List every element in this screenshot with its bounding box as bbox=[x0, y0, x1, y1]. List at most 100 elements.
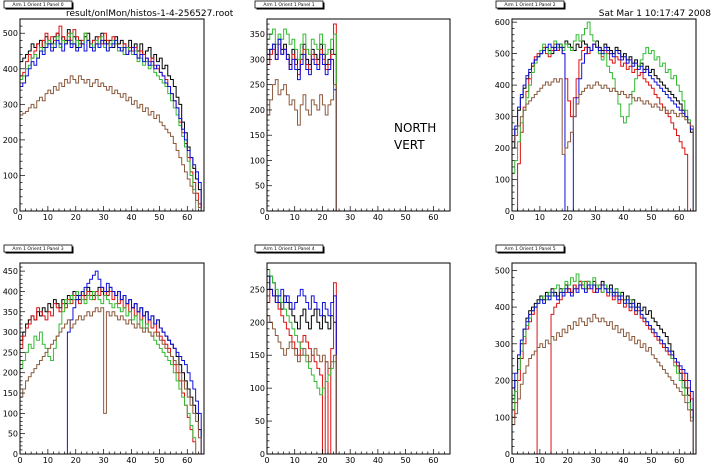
x-tick-label: 60 bbox=[428, 456, 438, 464]
histogram-series-black bbox=[511, 40, 696, 212]
panel-title: Arm 1 Orient 1 Panel 3 bbox=[12, 246, 63, 252]
x-tick-label: 60 bbox=[182, 456, 192, 464]
histogram-series-brown bbox=[511, 78, 696, 212]
x-tick-label: 10 bbox=[535, 456, 545, 464]
histogram-series-blue bbox=[266, 38, 340, 212]
y-tick-label: 300 bbox=[250, 55, 265, 64]
panel-title: Arm 1 Orient 1 Panel 0 bbox=[12, 2, 63, 8]
y-tick-label: 400 bbox=[495, 303, 510, 312]
histogram-series-brown bbox=[511, 313, 696, 455]
x-tick-label: 40 bbox=[618, 456, 628, 464]
y-tick-label: 350 bbox=[3, 308, 18, 317]
timestamp-label: Sat Mar 1 10:17:47 2008 bbox=[598, 9, 711, 19]
x-tick-label: 10 bbox=[290, 456, 300, 464]
x-tick-label: 20 bbox=[563, 456, 573, 464]
x-tick-label: 30 bbox=[591, 456, 601, 464]
y-tick-label: 300 bbox=[495, 113, 510, 122]
y-tick-label: 0 bbox=[260, 207, 265, 216]
histogram-panel-1: Arm 1 Orient 1 Panel 1 0 10 20 30 40 50 60 0 50 10… bbox=[250, 0, 451, 222]
histogram-panel-5: Arm 1 Orient 1 Panel 5 0 10 20 30 40 50 60 0 100 2… bbox=[495, 244, 697, 464]
histogram-series-green bbox=[19, 32, 204, 212]
x-tick-label: 20 bbox=[71, 213, 81, 222]
x-tick-label: 50 bbox=[154, 456, 164, 464]
histogram-series-black bbox=[511, 280, 696, 455]
y-tick-label: 500 bbox=[495, 50, 510, 59]
histogram-series-black bbox=[19, 29, 204, 212]
x-tick-label: 20 bbox=[317, 213, 327, 222]
y-tick-label: 250 bbox=[3, 348, 18, 357]
x-tick-label: 50 bbox=[646, 213, 656, 222]
histogram-series-blue bbox=[511, 284, 696, 455]
y-tick-label: 100 bbox=[250, 384, 265, 393]
y-tick-label: 200 bbox=[250, 106, 265, 115]
x-tick-label: 30 bbox=[345, 213, 355, 222]
y-tick-label: 400 bbox=[495, 81, 510, 90]
x-tick-label: 60 bbox=[674, 213, 684, 222]
histogram-series-blue bbox=[19, 39, 204, 212]
y-tick-label: 400 bbox=[3, 287, 18, 296]
annotation-north: NORTH bbox=[394, 121, 437, 135]
y-tick-label: 100 bbox=[250, 156, 265, 165]
y-tick-label: 500 bbox=[3, 29, 18, 38]
x-tick-label: 10 bbox=[290, 213, 300, 222]
histogram-series-green bbox=[19, 290, 204, 455]
plot-frame bbox=[19, 262, 205, 455]
histogram-series-brown bbox=[19, 75, 204, 212]
x-tick-label: 0 bbox=[264, 456, 269, 464]
y-tick-label: 150 bbox=[250, 131, 265, 140]
y-tick-label: 100 bbox=[3, 171, 18, 180]
y-tick-label: 100 bbox=[495, 413, 510, 422]
y-tick-label: 300 bbox=[3, 328, 18, 337]
x-tick-label: 40 bbox=[373, 213, 383, 222]
x-tick-label: 40 bbox=[373, 456, 383, 464]
histogram-series-blue bbox=[20, 270, 204, 455]
panel-title-box bbox=[3, 0, 73, 9]
x-tick-label: 30 bbox=[99, 213, 109, 222]
x-tick-label: 60 bbox=[674, 456, 684, 464]
panel-title-box bbox=[254, 244, 324, 253]
histogram-series-green bbox=[266, 28, 340, 212]
x-tick-label: 30 bbox=[99, 456, 109, 464]
y-tick-label: 250 bbox=[250, 285, 265, 294]
file-path-label: result/onlMon/histos-1-4-256527.root bbox=[66, 9, 234, 19]
y-tick-label: 0 bbox=[13, 207, 18, 216]
x-tick-label: 50 bbox=[154, 213, 164, 222]
x-tick-label: 30 bbox=[591, 213, 601, 222]
y-tick-label: 0 bbox=[13, 450, 18, 459]
panel-title-box bbox=[495, 0, 565, 9]
x-tick-label: 60 bbox=[182, 213, 192, 222]
x-tick-label: 60 bbox=[428, 213, 438, 222]
y-tick-label: 0 bbox=[505, 207, 510, 216]
histogram-series-brown bbox=[266, 315, 340, 455]
x-tick-label: 10 bbox=[535, 213, 545, 222]
x-tick-label: 20 bbox=[71, 456, 81, 464]
panel-title: Arm 1 Orient 1 Panel 4 bbox=[263, 246, 314, 252]
y-tick-label: 350 bbox=[250, 30, 265, 39]
y-tick-label: 450 bbox=[3, 267, 18, 276]
y-tick-label: 200 bbox=[3, 369, 18, 378]
y-tick-label: 50 bbox=[255, 417, 265, 426]
plot-frame bbox=[19, 18, 205, 212]
plot-frame bbox=[266, 262, 451, 455]
histogram-panel-4: Arm 1 Orient 1 Panel 4 0 10 20 30 40 50 60 0 50 10… bbox=[250, 244, 451, 464]
y-tick-label: 200 bbox=[495, 144, 510, 153]
x-tick-label: 0 bbox=[17, 456, 22, 464]
y-tick-label: 300 bbox=[495, 340, 510, 349]
histogram-series-blue bbox=[511, 43, 696, 212]
x-tick-label: 50 bbox=[646, 456, 656, 464]
histogram-series-brown bbox=[266, 79, 340, 212]
histogram-series-red bbox=[511, 280, 696, 455]
x-tick-label: 10 bbox=[43, 456, 53, 464]
x-tick-label: 30 bbox=[345, 456, 355, 464]
histogram-panel-0: Arm 1 Orient 1 Panel 0 0 10 20 30 40 50 60 0 100 2… bbox=[3, 0, 205, 222]
y-tick-label: 200 bbox=[495, 377, 510, 386]
x-tick-label: 40 bbox=[126, 213, 136, 222]
x-tick-label: 0 bbox=[17, 213, 22, 222]
y-tick-label: 150 bbox=[3, 389, 18, 398]
x-tick-label: 50 bbox=[401, 456, 411, 464]
y-tick-label: 400 bbox=[3, 65, 18, 74]
x-tick-label: 10 bbox=[43, 213, 53, 222]
y-tick-label: 100 bbox=[495, 176, 510, 185]
x-tick-label: 0 bbox=[509, 213, 514, 222]
